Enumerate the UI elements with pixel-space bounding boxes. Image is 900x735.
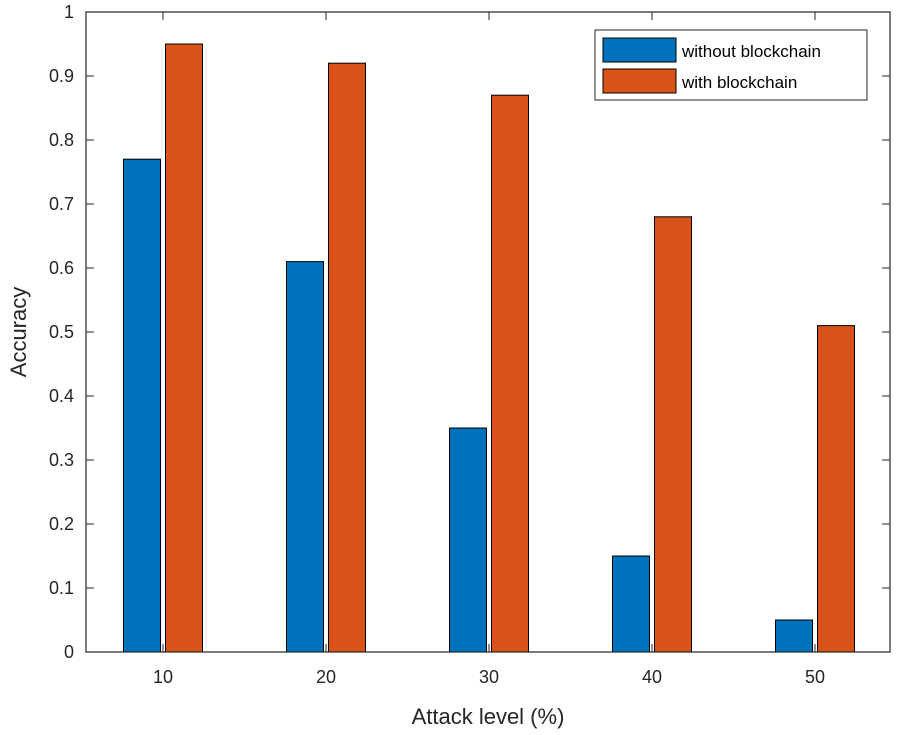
y-tick-label-0.7: 0.7 [49,194,74,214]
y-tick-label-0: 0 [64,642,74,662]
legend-swatch-without-blockchain [602,37,677,63]
y-tick-label-0.1: 0.1 [49,578,74,598]
plot-frame [85,11,891,653]
y-tick-label-0.4: 0.4 [49,386,74,406]
bar-with-blockchain-50 [817,325,855,653]
x-tick-label-50: 50 [805,667,825,687]
plot-background [86,12,890,652]
y-tick-label-0.8: 0.8 [49,130,74,150]
y-tick-label-0.9: 0.9 [49,66,74,86]
bar-without-blockchain-20 [286,261,324,653]
bar-without-blockchain-30 [449,427,487,653]
bar-with-blockchain-20 [328,62,366,653]
legend: without blockchain with blockchain [594,29,868,101]
x-tick-label-10: 10 [153,667,173,687]
legend-swatch-with-blockchain [602,68,677,94]
bar-with-blockchain-40 [654,216,692,653]
bar-with-blockchain-10 [165,43,203,653]
y-tick-label-0.2: 0.2 [49,514,74,534]
y-tick-label-0.6: 0.6 [49,258,74,278]
ticks-group: 10 20 30 40 50 0 0.1 0.2 0.3 0.4 0.5 0.6 0.7 0.8 0.9 1 [49,2,890,687]
bar-without-blockchain-40 [612,555,650,653]
y-tick-label-0.3: 0.3 [49,450,74,470]
y-tick-label-0.5: 0.5 [49,322,74,342]
y-tick-label-1: 1 [64,2,74,22]
x-tick-label-20: 20 [316,667,336,687]
bars-group [123,43,855,653]
x-tick-label-30: 30 [479,667,499,687]
bar-with-blockchain-30 [491,94,529,653]
legend-label-without-blockchain: without blockchain [681,42,821,61]
x-axis-title: Attack level (%) [412,704,565,729]
legend-label-with-blockchain: with blockchain [681,73,797,92]
bar-without-blockchain-50 [775,619,813,653]
y-axis-title: Accuracy [6,287,31,377]
bar-without-blockchain-10 [123,158,161,653]
x-tick-label-40: 40 [642,667,662,687]
